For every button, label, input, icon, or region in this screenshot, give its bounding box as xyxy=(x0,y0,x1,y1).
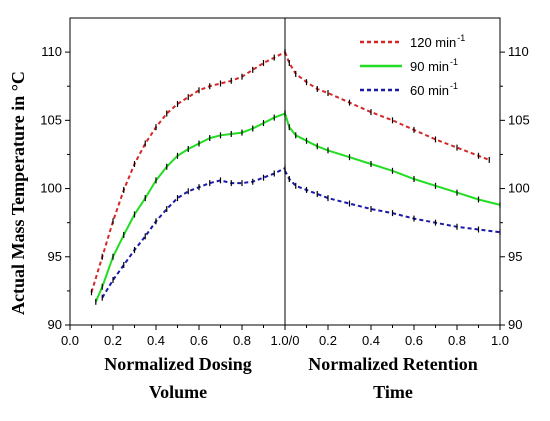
series-line-retention xyxy=(284,170,501,234)
x-tick-label: 0.8 xyxy=(233,333,251,348)
x-tick-label-center: 1.0/0 xyxy=(271,333,300,348)
x-tick-label: 0.2 xyxy=(104,333,122,348)
x-tick-label: 0.8 xyxy=(448,333,466,348)
axis-layer: 90 90 95 95 100 100 105 105 110 110 0.0 0.2 0.4 0.6 0.… xyxy=(40,44,529,348)
y-tick-label-right: 100 xyxy=(508,181,530,196)
y-tick-label-left: 110 xyxy=(41,44,62,59)
legend: 120 min -190 min -160 min -1 xyxy=(360,33,465,98)
legend-label-superscript: -1 xyxy=(450,57,458,67)
series-layer xyxy=(90,49,501,305)
x-tick-label: 0.6 xyxy=(405,333,423,348)
series-line-retention xyxy=(284,113,501,206)
legend-label: 60 min xyxy=(410,83,449,98)
x-tick-label: 0.4 xyxy=(147,333,165,348)
y-tick-label-right: 95 xyxy=(508,249,522,264)
y-tick-label-right: 90 xyxy=(508,317,522,332)
y-tick-label-left: 95 xyxy=(48,249,62,264)
series-line-dosing xyxy=(90,51,286,293)
series-line-dosing xyxy=(101,167,286,299)
y-axis-title: Actual Mass Temperature in °C xyxy=(8,71,28,315)
y-tick-label-left: 100 xyxy=(40,181,62,196)
legend-label-superscript: -1 xyxy=(450,81,458,91)
y-tick-label-right: 110 xyxy=(508,44,529,59)
legend-label-superscript: -1 xyxy=(457,33,465,43)
x-tick-label: 0.4 xyxy=(362,333,380,348)
series-line-dosing xyxy=(94,112,286,303)
series-line-retention xyxy=(284,51,490,161)
x-tick-label: 0.6 xyxy=(190,333,208,348)
legend-label: 90 min xyxy=(410,59,449,74)
x-axis-title-retention-line1: Normalized Retention xyxy=(308,354,477,374)
x-tick-label: 0.0 xyxy=(61,333,79,348)
x-tick-label: 1.0 xyxy=(491,333,509,348)
y-tick-label-left: 105 xyxy=(40,112,62,127)
y-tick-label-right: 105 xyxy=(508,112,530,127)
legend-label: 120 min xyxy=(410,35,456,50)
x-axis-title-dosing-line2: Volume xyxy=(149,382,207,402)
y-tick-label-left: 90 xyxy=(48,317,62,332)
x-axis-title-retention-line2: Time xyxy=(373,382,413,402)
x-axis-title-dosing-line1: Normalized Dosing xyxy=(104,354,252,374)
x-tick-label: 0.2 xyxy=(319,333,337,348)
